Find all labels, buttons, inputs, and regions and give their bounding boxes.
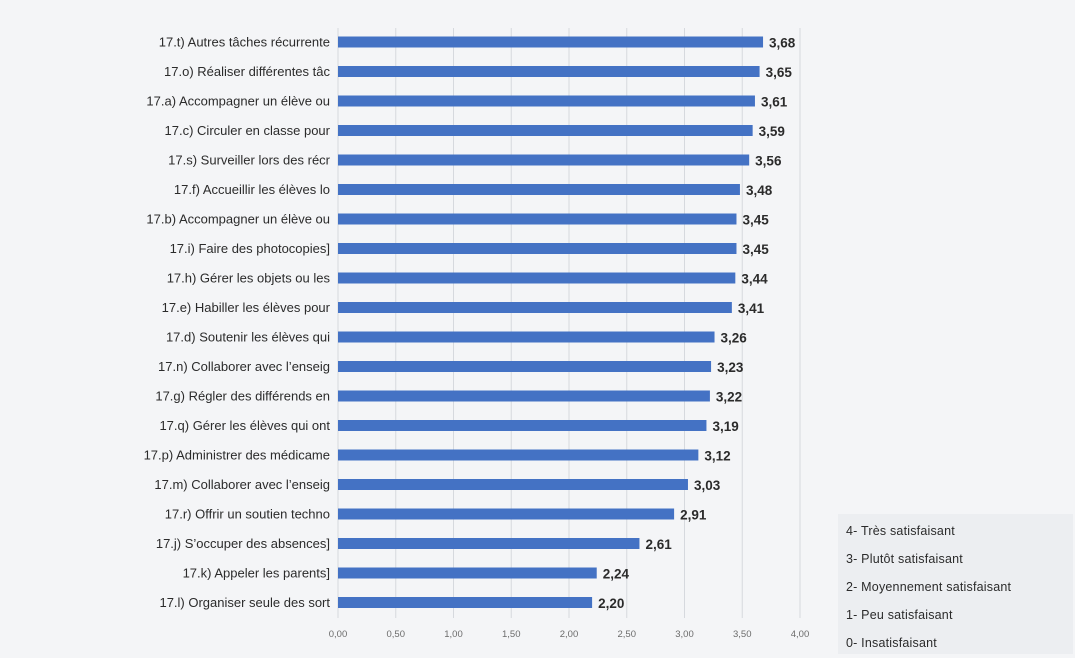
legend-item-3: 3- Plutôt satisfaisant (846, 552, 963, 566)
x-tick-label: 4,00 (791, 629, 810, 640)
scale-legend: 4- Très satisfaisant 3- Plutôt satisfais… (838, 514, 1073, 654)
x-tick-label: 1,50 (502, 629, 521, 640)
data-label: 3,41 (738, 301, 765, 316)
category-label: 17.f) Accueillir les élèves lo (174, 182, 330, 197)
x-tick-label: 0,00 (329, 629, 348, 640)
bar (338, 390, 710, 402)
category-label: 17.s) Surveiller lors des récr (168, 153, 330, 168)
bar (338, 184, 740, 195)
bar (338, 479, 688, 490)
category-label: 17.k) Appeler les parents] (183, 566, 330, 581)
data-label: 3,44 (741, 272, 768, 287)
data-label: 3,19 (712, 419, 738, 434)
bar (338, 36, 764, 48)
data-label: 3,22 (716, 390, 742, 405)
bar (338, 449, 699, 461)
category-label: 17.d) Soutenir les élèves qui (166, 330, 330, 345)
data-label: 3,23 (717, 360, 744, 375)
category-label: 17.a) Accompagner un élève ou (146, 94, 330, 109)
category-label: 17.m) Collaborer avec l’enseig (154, 477, 330, 492)
bars (338, 36, 764, 608)
x-axis-tick-labels: 0,00 0,50 1,00 1,50 2,00 2,50 3,00 3,50 4,00 (329, 629, 810, 640)
value-labels: 3,68 3,65 3,61 3,59 3,56 3,48 3,45 3,45 3,44 3,41… (598, 36, 796, 612)
bar (338, 95, 755, 107)
bar (338, 243, 737, 254)
data-label: 2,20 (598, 596, 624, 611)
bar (338, 508, 675, 520)
grid-lines (337, 28, 801, 618)
data-label: 3,65 (766, 65, 793, 80)
x-tick-label: 2,00 (560, 629, 579, 640)
x-tick-label: 3,50 (733, 629, 752, 640)
bar (338, 154, 750, 166)
data-label: 3,26 (721, 331, 748, 346)
category-label: 17.n) Collaborer avec l’enseig (158, 359, 330, 374)
legend-item-0: 0- Insatisfaisant (846, 636, 937, 650)
data-label: 3,61 (761, 95, 788, 110)
category-label: 17.g) Régler des différends en (155, 389, 330, 404)
data-label: 3,68 (769, 36, 796, 51)
category-label: 17.j) S’occuper des absences] (156, 536, 330, 551)
bar (338, 125, 753, 136)
bar (338, 272, 736, 284)
data-label: 2,24 (603, 567, 630, 582)
data-label: 3,45 (742, 213, 769, 228)
legend-item-1: 1- Peu satisfaisant (846, 608, 953, 622)
category-labels: 17.t) Autres tâches récurrente 17.o) Réal… (144, 35, 331, 611)
legend-item-2: 2- Moyennement satisfaisant (846, 580, 1012, 594)
category-label: 17.e) Habiller les élèves pour (162, 300, 331, 315)
category-label: 17.q) Gérer les élèves qui ont (159, 418, 330, 433)
category-label: 17.r) Offrir un soutien techno (165, 507, 330, 522)
category-label: 17.p) Administrer des médicame (144, 448, 330, 463)
bar (338, 567, 597, 579)
data-label: 2,61 (645, 537, 672, 552)
bar (338, 420, 707, 431)
bar (338, 538, 640, 549)
category-label: 17.l) Organiser seule des sort (159, 595, 330, 610)
data-label: 2,91 (680, 508, 707, 523)
x-tick-label: 2,50 (618, 629, 637, 640)
bar (338, 361, 712, 372)
category-label: 17.o) Réaliser différentes tâc (164, 64, 330, 79)
data-label: 3,59 (759, 124, 785, 139)
category-label: 17.b) Accompagner un élève ou (146, 212, 330, 227)
x-tick-label: 3,00 (675, 629, 694, 640)
legend-item-4: 4- Très satisfaisant (846, 524, 955, 538)
data-label: 3,12 (704, 449, 730, 464)
bar (338, 331, 715, 343)
data-label: 3,48 (746, 183, 773, 198)
category-label: 17.t) Autres tâches récurrente (159, 35, 330, 50)
data-label: 3,45 (742, 242, 769, 257)
data-label: 3,03 (694, 478, 721, 493)
x-tick-label: 0,50 (387, 629, 406, 640)
bar (338, 66, 760, 77)
category-label: 17.h) Gérer les objets ou les (167, 271, 331, 286)
x-tick-label: 1,00 (444, 629, 463, 640)
bar (338, 302, 732, 313)
category-label: 17.i) Faire des photocopies] (170, 241, 330, 256)
data-label: 3,56 (755, 154, 782, 169)
bar (338, 213, 737, 225)
category-label: 17.c) Circuler en classe pour (165, 123, 331, 138)
bar (338, 597, 593, 608)
